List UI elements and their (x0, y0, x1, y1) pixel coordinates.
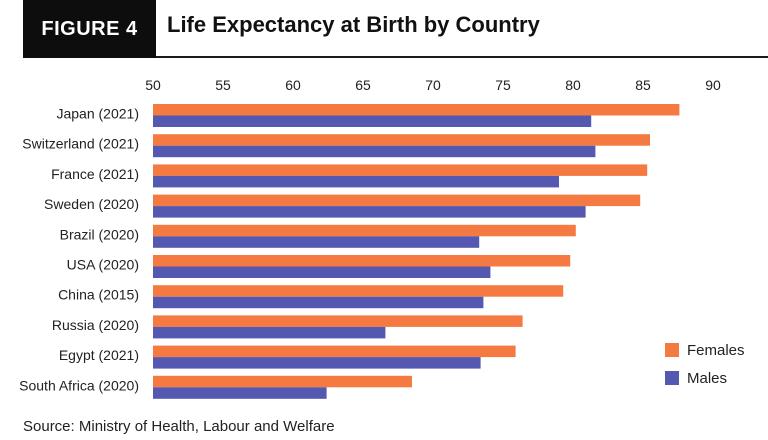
category-label: France (2021) (51, 166, 139, 182)
category-label: South Africa (2020) (19, 377, 139, 393)
bar-males (153, 266, 491, 278)
bar-males (153, 296, 484, 309)
category-label: Japan (2021) (56, 106, 139, 122)
bar-females (153, 104, 680, 116)
x-tick-label: 65 (355, 77, 371, 93)
legend-swatch-females (665, 343, 679, 357)
bar-chart: 50 55 60 65 70 75 80 85 90 Japan (2021) Switzerla… (19, 77, 745, 399)
bar-males (153, 175, 559, 188)
bars (153, 104, 680, 399)
x-tick-label: 70 (425, 77, 441, 93)
legend: Females Males (665, 342, 745, 387)
category-label: China (2015) (58, 287, 139, 303)
bar-males (153, 357, 481, 369)
bar-males (153, 115, 592, 127)
x-tick-label: 50 (145, 77, 161, 93)
chart-title: Life Expectancy at Birth by Country (167, 12, 540, 37)
legend-swatch-males (665, 371, 679, 385)
bar-females (153, 315, 523, 327)
bar-females (153, 285, 564, 297)
figure-header: FIGURE 4 Life Expectancy at Birth by Cou… (0, 0, 768, 58)
x-tick-label: 55 (215, 77, 231, 93)
x-tick-label: 75 (495, 77, 511, 93)
bar-males (153, 236, 480, 248)
bar-females (153, 194, 641, 207)
header-rule (156, 56, 768, 58)
bar-females (153, 375, 412, 388)
category-label: Egypt (2021) (59, 347, 139, 363)
bar-females (153, 224, 576, 237)
legend-label: Males (687, 370, 727, 387)
category-label: Russia (2020) (52, 317, 139, 333)
category-label: Sweden (2020) (44, 196, 139, 212)
bar-females (153, 134, 650, 146)
bar-females (153, 164, 648, 176)
category-label: Brazil (2020) (60, 226, 139, 242)
category-label: Switzerland (2021) (22, 136, 139, 152)
bar-males (153, 206, 586, 218)
x-tick-label: 90 (705, 77, 721, 93)
legend-label: Females (687, 342, 745, 359)
bar-males (153, 145, 596, 158)
x-axis-ticks: 50 55 60 65 70 75 80 85 90 (145, 77, 721, 93)
source-note: Source: Ministry of Health, Labour and W… (23, 418, 335, 435)
bar-females (153, 255, 571, 267)
y-axis-labels: Japan (2021) Switzerland (2021) France (20… (19, 106, 139, 394)
x-tick-label: 80 (565, 77, 581, 93)
bar-females (153, 345, 516, 358)
bar-males (153, 326, 386, 339)
figure-badge: FIGURE 4 (23, 0, 156, 58)
x-tick-label: 85 (635, 77, 651, 93)
x-tick-label: 60 (285, 77, 301, 93)
bar-males (153, 387, 327, 399)
category-label: USA (2020) (67, 257, 139, 273)
